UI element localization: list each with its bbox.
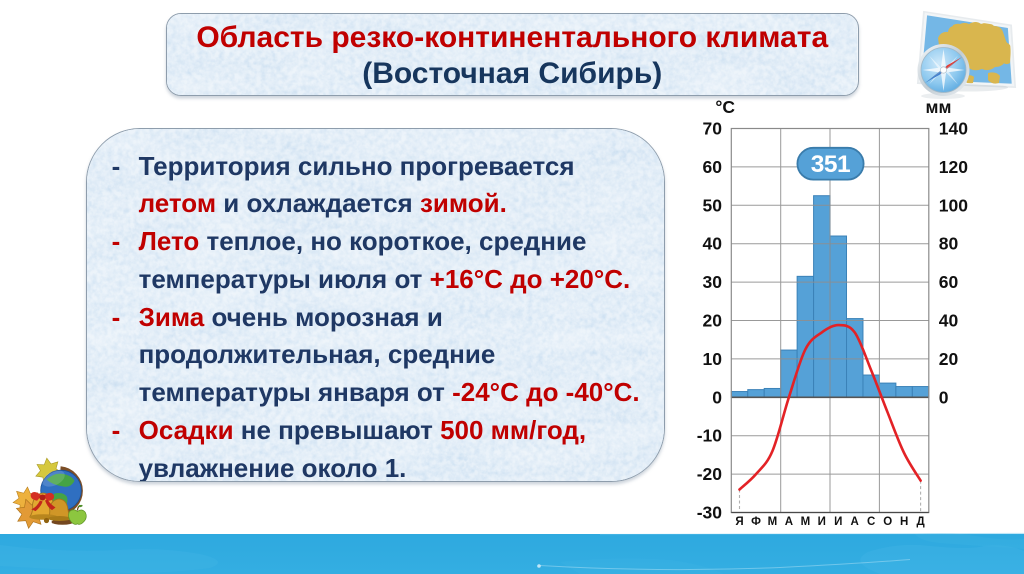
svg-text:Н: Н bbox=[900, 516, 908, 528]
svg-text:80: 80 bbox=[939, 234, 959, 254]
svg-text:60: 60 bbox=[703, 157, 723, 177]
svg-text:А: А bbox=[851, 516, 859, 528]
svg-text:И: И bbox=[834, 516, 842, 528]
svg-text:60: 60 bbox=[939, 272, 959, 292]
svg-text:С: С bbox=[867, 516, 875, 528]
svg-text:20: 20 bbox=[703, 311, 723, 331]
svg-text:М: М bbox=[801, 516, 811, 528]
svg-text:°C: °C bbox=[715, 97, 735, 117]
svg-text:351: 351 bbox=[811, 151, 850, 178]
svg-text:30: 30 bbox=[703, 272, 723, 292]
svg-text:100: 100 bbox=[939, 195, 968, 215]
svg-text:-30: -30 bbox=[697, 503, 723, 523]
svg-text:140: 140 bbox=[939, 119, 968, 139]
svg-text:-20: -20 bbox=[697, 464, 723, 484]
svg-text:Я: Я bbox=[735, 516, 743, 528]
svg-text:120: 120 bbox=[939, 157, 968, 177]
svg-text:Д: Д bbox=[916, 516, 924, 528]
svg-text:50: 50 bbox=[703, 195, 723, 215]
svg-text:20: 20 bbox=[939, 349, 959, 369]
svg-text:мм: мм bbox=[926, 97, 952, 117]
svg-text:70: 70 bbox=[703, 119, 723, 139]
svg-text:А: А bbox=[785, 516, 793, 528]
svg-text:О: О bbox=[883, 516, 892, 528]
svg-text:40: 40 bbox=[939, 311, 959, 331]
svg-text:Ф: Ф bbox=[751, 516, 761, 528]
svg-text:10: 10 bbox=[703, 349, 723, 369]
svg-text:И: И bbox=[818, 516, 826, 528]
svg-text:-10: -10 bbox=[697, 426, 723, 446]
svg-text:0: 0 bbox=[712, 387, 722, 407]
svg-text:0: 0 bbox=[939, 387, 949, 407]
svg-text:М: М bbox=[768, 516, 778, 528]
svg-text:40: 40 bbox=[703, 234, 723, 254]
